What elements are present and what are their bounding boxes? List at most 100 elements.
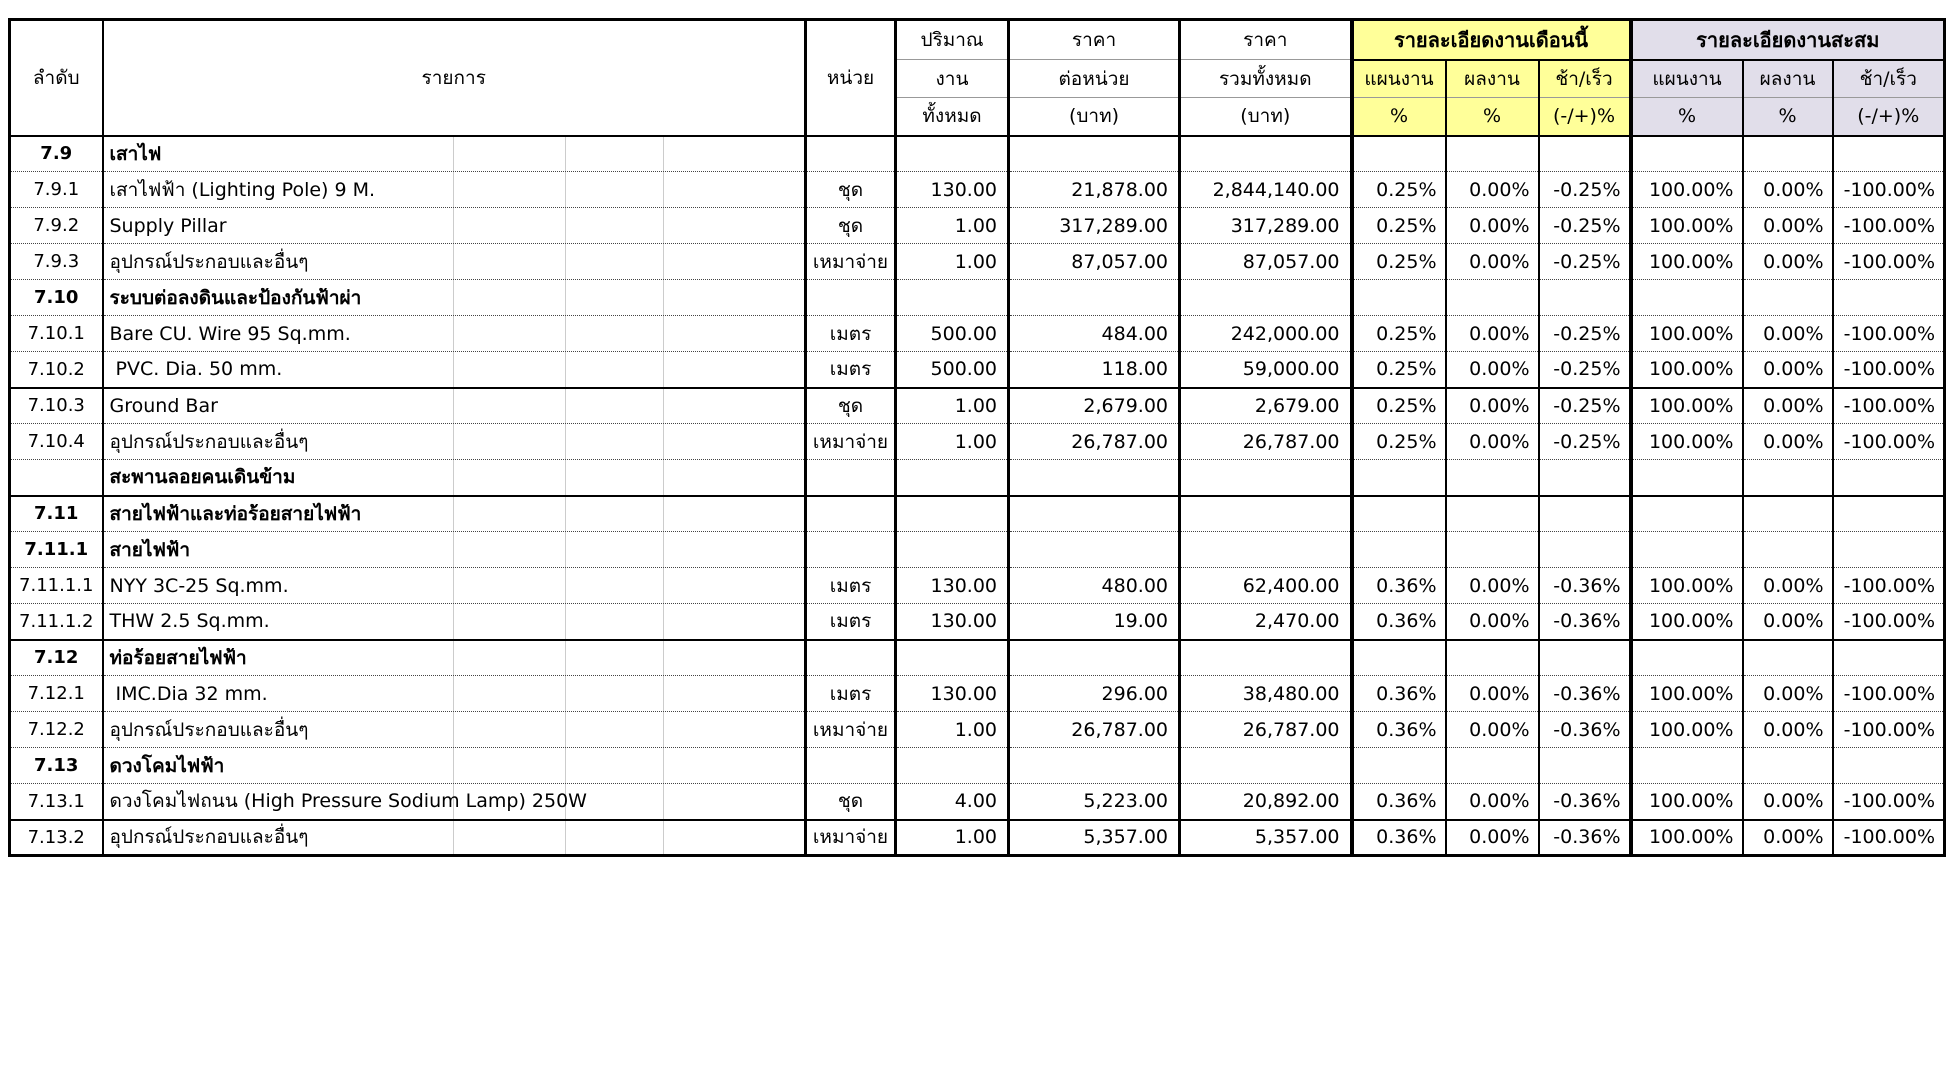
row-cum-diff: -100.00% (1832, 207, 1945, 244)
row-total-price: 38,480.00 (1179, 675, 1354, 712)
row-unit: เหมาจ่าย (805, 423, 897, 460)
row-month-plan: 0.36% (1351, 603, 1447, 640)
row-month-actual: 0.00% (1445, 351, 1540, 388)
row-cum-actual: 0.00% (1742, 386, 1834, 424)
row-cum-diff (1832, 135, 1945, 172)
row-no: 7.13.1 (9, 783, 104, 820)
row-month-actual: 0.00% (1445, 783, 1540, 820)
row-cum-diff: -100.00% (1832, 243, 1945, 280)
row-cum-actual: 0.00% (1742, 207, 1834, 244)
row-unit: เมตร (805, 603, 897, 640)
row-cum-actual: 0.00% (1742, 675, 1834, 712)
col-header-month-diff: ช้า/เร็ว (1538, 59, 1633, 98)
row-cum-plan: 100.00% (1630, 243, 1744, 280)
row-month-actual (1445, 638, 1540, 676)
row-month-diff (1538, 638, 1633, 676)
row-month-diff: -0.25% (1538, 171, 1633, 208)
row-month-plan (1351, 531, 1447, 568)
row-no: 7.12.1 (9, 675, 104, 712)
row-cum-actual (1742, 494, 1834, 532)
row-month-diff (1538, 135, 1633, 172)
col-header-totalprice-line2: รวมทั้งหมด (1179, 59, 1354, 98)
row-month-diff: -0.36% (1538, 711, 1633, 748)
row-no: 7.11 (9, 494, 104, 532)
row-month-actual: 0.00% (1445, 711, 1540, 748)
row-month-diff: -0.25% (1538, 423, 1633, 460)
row-unit: เหมาจ่าย (805, 711, 897, 748)
group-header-month: รายละเอียดงานเดือนนี้ (1351, 19, 1633, 61)
row-unit-price: 87,057.00 (1008, 243, 1181, 280)
col-header-cum-actual: ผลงาน (1742, 59, 1834, 98)
row-cum-actual (1742, 459, 1834, 496)
row-cum-actual (1742, 531, 1834, 568)
row-description: ท่อร้อยสายไฟฟ้า (102, 638, 807, 676)
row-cum-actual: 0.00% (1742, 243, 1834, 280)
row-no: 7.9.1 (9, 171, 104, 208)
col-header-qty-line2: งาน (895, 59, 1010, 98)
row-month-diff: -0.36% (1538, 567, 1633, 604)
col-header-totalprice-line3: (บาท) (1179, 97, 1354, 137)
table-row: 7.11.1 สายไฟฟ้า (9, 531, 1945, 568)
row-unit-price: 5,223.00 (1008, 783, 1181, 820)
row-month-diff (1538, 494, 1633, 532)
row-description: NYY 3C-25 Sq.mm. (102, 567, 807, 604)
row-total-price: 242,000.00 (1179, 315, 1354, 352)
row-unit-price: 19.00 (1008, 603, 1181, 640)
row-month-diff: -0.25% (1538, 207, 1633, 244)
row-unit-price: 21,878.00 (1008, 171, 1181, 208)
row-month-diff: -0.25% (1538, 315, 1633, 352)
row-qty: 1.00 (895, 386, 1010, 424)
row-total-price (1179, 459, 1354, 496)
row-month-actual (1445, 747, 1540, 784)
row-unit-price: 480.00 (1008, 567, 1181, 604)
boq-progress-table: ลำดับ รายการ หน่วย ปริมาณ ราคา ราคา รายล… (8, 18, 1947, 857)
table-row: 7.12.2 อุปกรณ์ประกอบและอื่นๆ เหมาจ่าย 1.… (9, 711, 1945, 748)
row-cum-diff (1832, 279, 1945, 316)
row-month-actual: 0.00% (1445, 315, 1540, 352)
table-row: 7.13.1 ดวงโคมไฟถนน (High Pressure Sodium… (9, 783, 1945, 820)
row-cum-diff: -100.00% (1832, 351, 1945, 388)
row-month-diff (1538, 459, 1633, 496)
col-header-unitprice-line1: ราคา (1008, 19, 1181, 60)
col-header-cum-plan: แผนงาน (1630, 59, 1744, 98)
table-row: 7.11 สายไฟฟ้าและท่อร้อยสายไฟฟ้า (9, 494, 1945, 532)
col-header-qty-line1: ปริมาณ (895, 19, 1010, 60)
row-description: สายไฟฟ้า (102, 531, 807, 568)
row-description: สะพานลอยคนเดินข้าม (102, 459, 807, 496)
row-no: 7.9.2 (9, 207, 104, 244)
row-description: อุปกรณ์ประกอบและอื่นๆ (102, 711, 807, 748)
row-cum-actual: 0.00% (1742, 423, 1834, 460)
table-row: 7.12 ท่อร้อยสายไฟฟ้า (9, 638, 1945, 676)
row-unit-price: 26,787.00 (1008, 711, 1181, 748)
row-total-price (1179, 531, 1354, 568)
row-total-price (1179, 494, 1354, 532)
row-month-diff (1538, 279, 1633, 316)
row-qty: 1.00 (895, 243, 1010, 280)
row-unit-price (1008, 531, 1181, 568)
row-month-plan (1351, 459, 1447, 496)
row-cum-plan (1630, 459, 1744, 496)
row-qty: 130.00 (895, 567, 1010, 604)
row-description: Bare CU. Wire 95 Sq.mm. (102, 315, 807, 352)
row-no: 7.11.1.2 (9, 603, 104, 640)
row-month-diff: -0.25% (1538, 243, 1633, 280)
row-cum-diff: -100.00% (1832, 315, 1945, 352)
row-total-price: 26,787.00 (1179, 711, 1354, 748)
row-cum-plan (1630, 638, 1744, 676)
row-month-actual (1445, 531, 1540, 568)
row-unit (805, 135, 897, 172)
row-cum-diff: -100.00% (1832, 783, 1945, 820)
row-cum-plan: 100.00% (1630, 675, 1744, 712)
row-month-diff (1538, 531, 1633, 568)
row-month-plan: 0.25% (1351, 351, 1447, 388)
table-row: 7.10.3 Ground Bar ชุด 1.00 2,679.00 2,67… (9, 386, 1945, 424)
row-cum-diff: -100.00% (1832, 386, 1945, 424)
row-cum-actual: 0.00% (1742, 315, 1834, 352)
row-month-actual: 0.00% (1445, 603, 1540, 640)
row-cum-plan: 100.00% (1630, 603, 1744, 640)
row-month-diff (1538, 747, 1633, 784)
row-unit-price: 26,787.00 (1008, 423, 1181, 460)
row-qty: 4.00 (895, 783, 1010, 820)
row-description: อุปกรณ์ประกอบและอื่นๆ (102, 818, 807, 856)
row-description: Supply Pillar (102, 207, 807, 244)
